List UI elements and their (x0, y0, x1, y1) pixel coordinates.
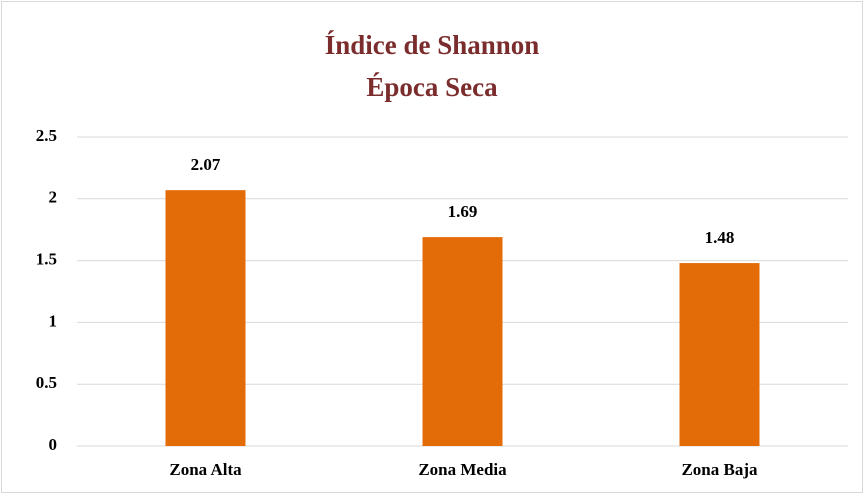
x-tick-label: Zona Media (418, 460, 507, 479)
bar (165, 190, 246, 446)
y-tick-label: 0.5 (36, 373, 57, 392)
bar (422, 237, 503, 446)
bar (679, 263, 760, 446)
chart-subtitle: Época Seca (366, 72, 498, 102)
x-tick-label: Zona Baja (681, 460, 758, 479)
y-tick-label: 0 (49, 435, 58, 454)
data-label: 1.48 (705, 228, 735, 247)
x-tick-label: Zona Alta (169, 460, 242, 479)
y-tick-label: 2 (49, 188, 58, 207)
chart-title: Índice de Shannon (325, 30, 540, 60)
y-tick-label: 2.5 (36, 126, 57, 145)
data-label: 1.69 (448, 202, 478, 221)
data-label: 2.07 (191, 155, 221, 174)
y-tick-label: 1 (49, 311, 58, 330)
y-tick-label: 1.5 (36, 250, 57, 269)
